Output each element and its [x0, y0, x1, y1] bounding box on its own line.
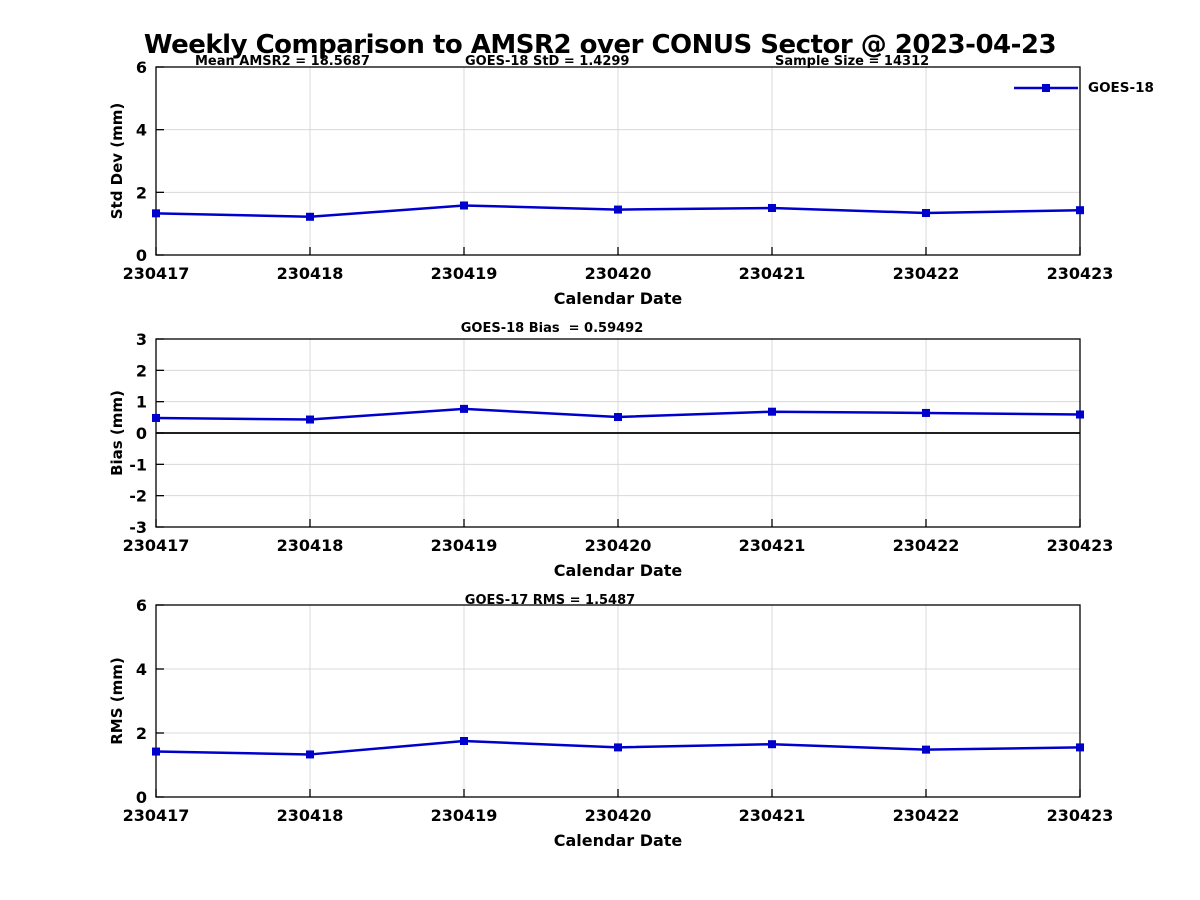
data-point-230418: [306, 750, 314, 759]
subplot-bias-title: GOES-18 Bias = 0.59492: [460, 321, 644, 336]
data-point-230420: [614, 205, 622, 214]
y-axis-label: Std Dev (mm): [108, 103, 126, 220]
y-tick-label: 2: [136, 361, 147, 380]
annotation-goes18-std: GOES-18 StD = 1.4299: [465, 54, 630, 69]
subplot-2: 0 2 4 6 230417 230418 230419 230420 230421 230422…: [108, 596, 1113, 850]
data-point-230419: [460, 737, 468, 745]
x-tick-label: 230423: [1047, 806, 1114, 825]
x-tick-label: 230417: [123, 264, 190, 283]
x-tick-label: 230421: [739, 536, 806, 555]
y-tick-label: 1: [136, 393, 147, 412]
x-tick-label: 230421: [739, 264, 806, 283]
y-tick-label: 3: [136, 330, 147, 349]
data-point-230419: [460, 404, 468, 413]
subplot-0: 0 2 4 6 230417 230418 230419 230420 230421 230422…: [108, 58, 1113, 308]
subplot-1: -3 -2 -1 0 1 2 3 230417 230418 230419 230420 230421…: [108, 330, 1113, 580]
y-tick-label: -1: [129, 455, 147, 474]
x-tick-label: 230419: [431, 806, 498, 825]
x-axis-label: Calendar Date: [554, 561, 683, 580]
annotation-mean-amsr2: Mean AMSR2 = 18.5687: [195, 54, 370, 69]
subplot-rms-title: GOES-17 RMS = 1.5487: [464, 593, 636, 608]
data-point-230421: [768, 204, 776, 212]
x-axis-label: Calendar Date: [554, 831, 683, 850]
y-tick-label: 6: [136, 596, 147, 615]
x-tick-label: 230420: [585, 264, 652, 283]
legend-marker-square: [1042, 84, 1050, 92]
data-point-230420: [614, 413, 622, 422]
x-tick-label: 230419: [431, 536, 498, 555]
data-point-230417: [152, 747, 160, 756]
data-point-230423: [1076, 410, 1084, 419]
y-tick-label: 0: [136, 424, 147, 443]
x-tick-label: 230423: [1047, 264, 1114, 283]
y-tick-label: 4: [136, 660, 147, 679]
legend: GOES-18: [1012, 80, 1154, 96]
y-tick-label: -3: [129, 518, 147, 537]
x-tick-label: 230418: [277, 806, 344, 825]
y-tick-label: 0: [136, 246, 147, 265]
data-point-230423: [1076, 743, 1084, 752]
data-point-230423: [1076, 206, 1084, 215]
x-tick-label: 230420: [585, 806, 652, 825]
x-tick-label: 230423: [1047, 536, 1114, 555]
annotation-sample-size: Sample Size = 14312: [775, 54, 930, 69]
legend-label: GOES-18: [1088, 80, 1154, 96]
data-point-230420: [614, 743, 622, 752]
x-tick-label: 230419: [431, 264, 498, 283]
data-point-230422: [922, 408, 930, 417]
figure-title: Weekly Comparison to AMSR2 over CONUS Se…: [143, 30, 1057, 60]
y-tick-label: 0: [136, 788, 147, 807]
x-axis-label: Calendar Date: [554, 289, 683, 308]
x-tick-label: 230420: [585, 536, 652, 555]
y-tick-label: 4: [136, 121, 147, 140]
data-point-230421: [768, 407, 776, 416]
x-tick-label: 230422: [893, 806, 960, 825]
x-tick-label: 230418: [277, 536, 344, 555]
data-point-230417: [152, 209, 160, 218]
x-tick-label: 230422: [893, 536, 960, 555]
y-axis-label: Bias (mm): [108, 390, 126, 476]
data-point-230422: [922, 745, 930, 754]
x-tick-label: 230418: [277, 264, 344, 283]
x-tick-label: 230422: [893, 264, 960, 283]
y-axis-label: RMS (mm): [108, 657, 126, 744]
y-tick-label: 6: [136, 58, 147, 77]
data-point-230421: [768, 740, 776, 749]
data-point-230417: [152, 413, 160, 422]
y-tick-label: -2: [129, 487, 147, 506]
data-point-230418: [306, 415, 314, 424]
data-point-230419: [460, 201, 468, 210]
legend-line-sample: [1014, 84, 1078, 92]
x-tick-label: 230417: [123, 806, 190, 825]
data-point-230422: [922, 209, 930, 218]
data-point-230418: [306, 212, 314, 221]
y-tick-label: 2: [136, 183, 147, 202]
y-tick-label: 2: [136, 724, 147, 743]
x-tick-label: 230421: [739, 806, 806, 825]
x-tick-label: 230417: [123, 536, 190, 555]
